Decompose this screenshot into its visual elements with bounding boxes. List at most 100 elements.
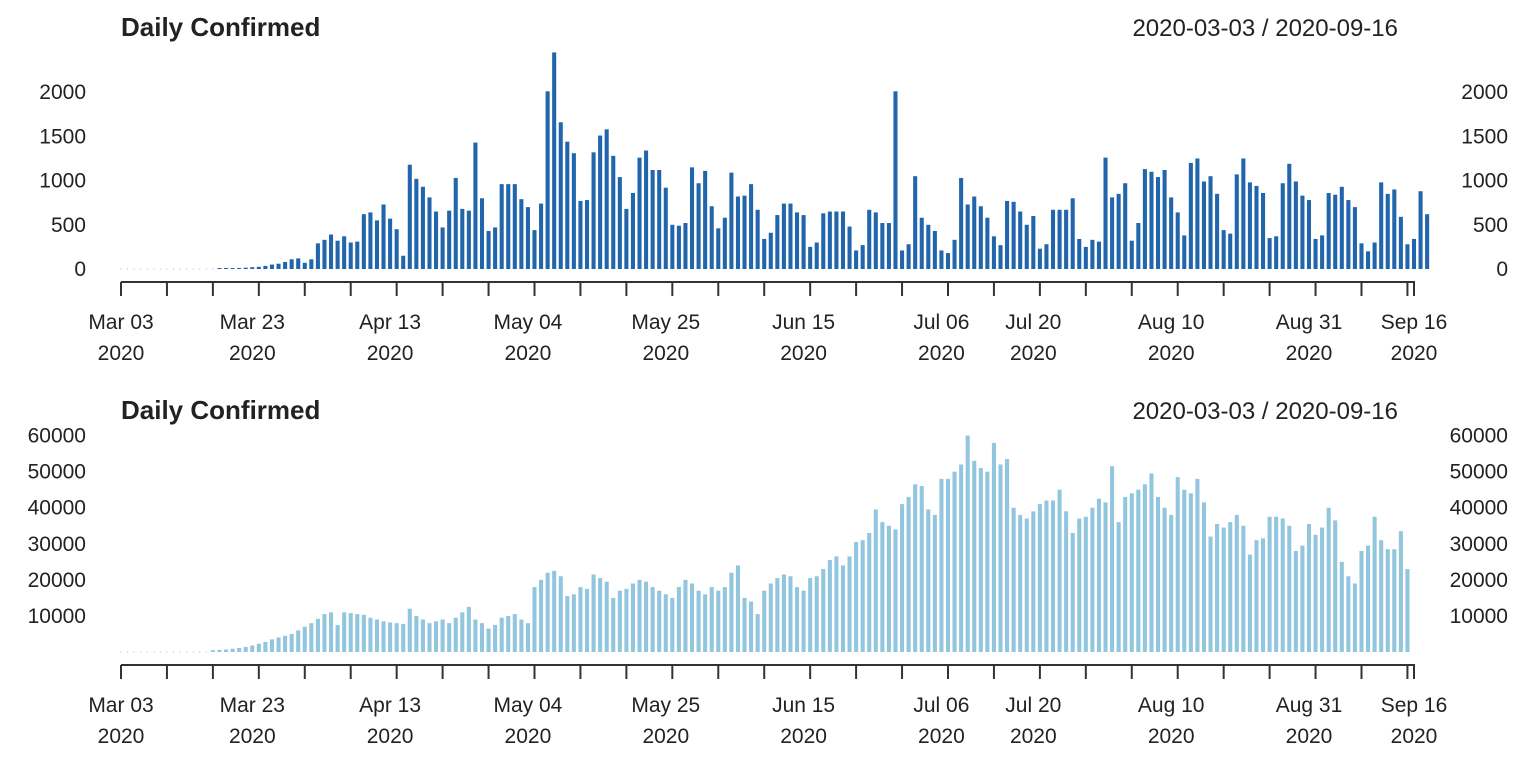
- bar: [919, 486, 924, 652]
- bar: [545, 572, 550, 652]
- bar: [374, 220, 380, 269]
- bar: [689, 583, 695, 652]
- bar: [1306, 200, 1312, 269]
- x-tick-label-year: 2020: [1148, 342, 1195, 365]
- bar: [1162, 507, 1167, 652]
- bar: [991, 236, 996, 269]
- bar: [263, 641, 268, 652]
- bar: [230, 648, 235, 652]
- bar: [985, 217, 990, 269]
- x-tick-label-year: 2020: [1010, 342, 1057, 365]
- x-tick-label: Aug 10: [1138, 694, 1205, 717]
- bar: [847, 226, 852, 269]
- bar: [932, 230, 937, 269]
- bar: [1267, 516, 1272, 652]
- x-tick-label-year: 2020: [367, 725, 414, 748]
- bar: [998, 245, 1003, 269]
- bar: [860, 540, 865, 652]
- chart-title: Daily Confirmed: [121, 395, 320, 425]
- x-tick-label: May 25: [631, 311, 700, 334]
- bar: [716, 590, 721, 652]
- bar: [1155, 496, 1161, 652]
- bar: [768, 232, 773, 269]
- bar: [322, 614, 327, 652]
- bar: [1011, 201, 1016, 269]
- y-tick-label-left: 500: [51, 214, 86, 237]
- bar: [886, 525, 891, 652]
- bar: [335, 624, 340, 652]
- x-tick-label: Jul 06: [913, 694, 969, 717]
- x-tick-label-year: 2020: [229, 725, 276, 748]
- bar: [329, 612, 334, 652]
- bar: [558, 576, 563, 652]
- bar: [788, 576, 793, 652]
- bar: [493, 227, 498, 269]
- bar: [250, 645, 255, 652]
- bar: [630, 192, 635, 269]
- bar: [1057, 489, 1062, 652]
- bar: [1339, 561, 1344, 652]
- y-tick-label-left: 50000: [28, 461, 86, 484]
- bar: [906, 244, 911, 269]
- bar: [729, 572, 734, 652]
- bar: [814, 242, 819, 269]
- bar: [1011, 507, 1016, 652]
- x-tick-label-year: 2020: [918, 725, 965, 748]
- bar: [1398, 216, 1403, 269]
- bar: [1320, 235, 1325, 269]
- y-tick-label-right: 40000: [1450, 497, 1508, 520]
- y-tick-label-left: 0: [74, 258, 86, 281]
- bar: [611, 597, 616, 652]
- bar: [381, 621, 386, 652]
- x-tick-label: Jun 15: [772, 694, 835, 717]
- bar: [821, 213, 826, 269]
- bar: [939, 478, 944, 652]
- bar: [683, 579, 688, 652]
- bar: [302, 626, 307, 652]
- bar: [1385, 193, 1390, 269]
- bar: [296, 630, 301, 652]
- bar: [716, 228, 721, 269]
- x-tick-label: Sep 16: [1381, 694, 1448, 717]
- bar: [1326, 192, 1331, 269]
- bar: [624, 588, 629, 652]
- bar: [873, 212, 878, 269]
- bar: [1366, 251, 1371, 269]
- bar: [591, 574, 596, 652]
- x-tick-label-year: 2020: [505, 725, 552, 748]
- bar: [775, 215, 780, 269]
- bar: [558, 122, 563, 269]
- bar: [1359, 243, 1364, 269]
- bar: [1372, 242, 1377, 269]
- bar: [493, 624, 498, 652]
- bar: [447, 210, 452, 269]
- bar: [289, 633, 294, 652]
- bar: [1018, 211, 1023, 269]
- bar: [1110, 466, 1115, 652]
- x-tick-label-year: 2020: [1391, 725, 1438, 748]
- bar: [1333, 194, 1338, 269]
- bar: [939, 250, 944, 269]
- bar: [834, 556, 839, 652]
- bar: [827, 211, 832, 269]
- bar: [486, 230, 491, 269]
- bar: [1293, 551, 1298, 652]
- bar: [414, 615, 419, 652]
- bar: [1221, 230, 1226, 269]
- bar: [269, 639, 274, 652]
- y-tick-label-left: 20000: [28, 569, 86, 592]
- bar: [886, 223, 891, 269]
- chart-panel-2: Daily Confirmed 2020-03-03 / 2020-09-16 …: [28, 395, 1508, 748]
- bar: [473, 619, 478, 652]
- bar: [1005, 459, 1010, 652]
- bar: [512, 614, 517, 652]
- bar: [1261, 538, 1266, 652]
- bar: [1050, 209, 1056, 269]
- bar: [329, 234, 334, 269]
- bar: [788, 203, 793, 269]
- bar: [519, 619, 524, 652]
- bar: [1064, 209, 1069, 269]
- y-tick-label-left: 40000: [28, 497, 86, 520]
- bar: [361, 614, 366, 652]
